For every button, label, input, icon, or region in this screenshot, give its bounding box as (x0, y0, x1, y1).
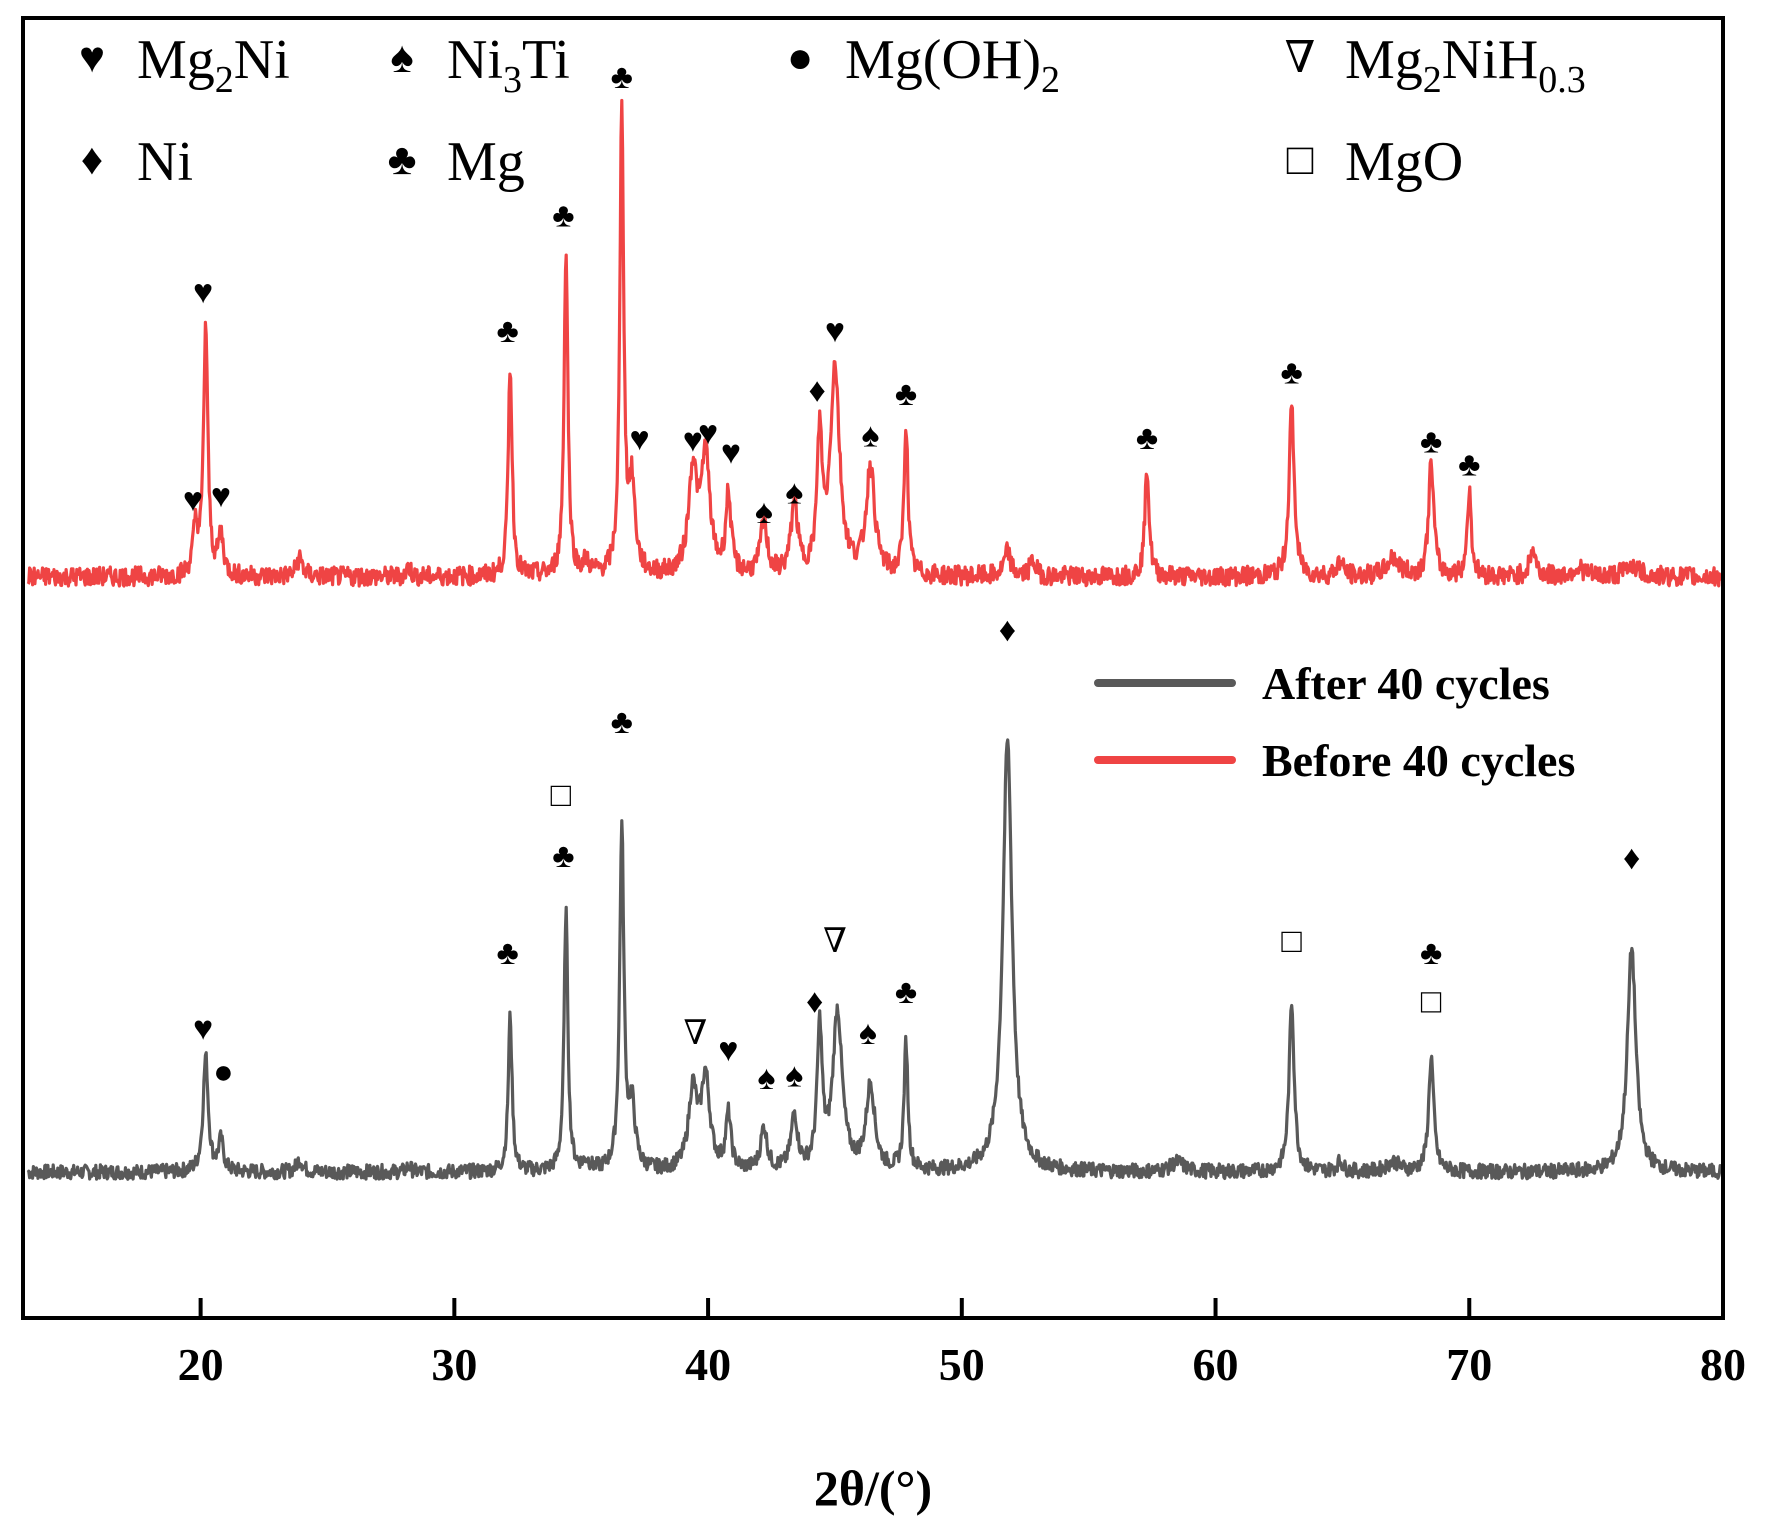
phase-label: Mg (447, 131, 525, 193)
x-tick-label: 40 (685, 1339, 731, 1390)
peak-marker: □ (1281, 923, 1302, 960)
peak-marker: ♠ (785, 475, 803, 512)
plot-area (26, 98, 1723, 1181)
peak-marker: ♠ (859, 1015, 877, 1052)
series-line-before (26, 98, 1723, 588)
peak-marker: ♥ (193, 274, 213, 311)
peak-marker: ♣ (895, 376, 917, 413)
phase-legend-item: ♦ Ni (81, 131, 193, 193)
phase-legend-item: ♠ Ni3Ti (390, 29, 569, 101)
peak-marker: ♣ (1136, 420, 1158, 457)
x-tick-label: 60 (1193, 1339, 1239, 1390)
peak-marker: ♣ (611, 59, 633, 96)
phase-legend-item: ♣ Mg (388, 131, 525, 193)
peak-marker: ∇ (823, 923, 847, 960)
phase-legend-item: ♥ Mg2Ni (79, 29, 290, 101)
series-legend: After 40 cycles Before 40 cycles (1094, 658, 1575, 786)
x-axis-title: 2θ/(°) (814, 1460, 932, 1516)
phase-symbol: □ (1287, 135, 1314, 184)
plot-frame (21, 16, 1725, 1320)
series-line-after (26, 738, 1723, 1181)
phase-label: Ni3Ti (447, 29, 570, 101)
peak-marker: ♠ (757, 1060, 775, 1097)
phase-symbol: ♠ (390, 33, 413, 82)
x-tick-label: 80 (1700, 1339, 1746, 1390)
x-tick-label: 20 (178, 1339, 224, 1390)
x-tick-label: 30 (431, 1339, 477, 1390)
legend-label: After 40 cycles (1262, 658, 1550, 709)
peak-marker: ♣ (496, 935, 518, 972)
legend-item-before: Before 40 cycles (1094, 735, 1575, 786)
phase-label: Mg(OH)2 (845, 29, 1060, 101)
peak-marker: ♥ (683, 422, 703, 459)
peak-marker: ♣ (895, 974, 917, 1011)
phase-legend-item: ● Mg(OH)2 (787, 29, 1060, 101)
peak-marker: ♥ (211, 478, 231, 515)
peak-marker: ♣ (611, 704, 633, 741)
peak-marker: ♦ (808, 372, 825, 409)
peak-marker: ♣ (1420, 424, 1442, 461)
legend-label: Before 40 cycles (1262, 735, 1575, 786)
peak-marker: ♠ (785, 1058, 803, 1095)
phase-symbol: ♦ (81, 135, 103, 184)
phase-symbol: ∇ (1285, 33, 1316, 82)
peak-marker: □ (551, 777, 572, 814)
x-tick-label: 70 (1446, 1339, 1492, 1390)
peak-marker: ♣ (1281, 354, 1303, 391)
legend-item-after: After 40 cycles (1094, 658, 1550, 709)
phase-legend: ♥ Mg2Ni ♠ Ni3Ti ● Mg(OH)2 ∇ Mg2NiH0.3 ♦ Ni ♣ Mg □ MgO (79, 29, 1586, 193)
peak-marker: ♠ (861, 417, 879, 454)
peak-marker: ♥ (183, 482, 203, 519)
peak-marker: ♣ (552, 198, 574, 235)
peak-marker: □ (1421, 984, 1442, 1021)
phase-label: Ni (137, 131, 193, 193)
peak-marker: ♣ (1458, 447, 1480, 484)
peak-marker: ♥ (718, 1032, 738, 1069)
phase-legend-item: ∇ Mg2NiH0.3 (1285, 29, 1586, 101)
peak-marker: ∇ (684, 1015, 708, 1052)
peak-marker: ♥ (825, 313, 845, 350)
peak-marker: ♣ (496, 313, 518, 350)
x-tick-label: 50 (939, 1339, 985, 1390)
phase-legend-item: □ MgO (1287, 131, 1464, 193)
peak-marker: ♣ (552, 838, 574, 875)
peak-marker: ● (213, 1054, 234, 1091)
peak-marker: ♠ (755, 494, 773, 531)
peak-markers: ♥♥♥♣♣♣♥ ♥♥♥♠♠♦♥♠♣♣♣♣♣♥●♣□♣♣∇ ♥♠ ♠♦∇♠♣♦□ ♣□♦ (183, 59, 1640, 1097)
phase-symbol: ♣ (388, 135, 417, 184)
peak-marker: ♥ (629, 421, 649, 458)
peak-marker: ♥ (721, 434, 741, 471)
peak-marker: ♦ (1623, 840, 1640, 877)
x-axis: 20 30 40 50 60 70 80 (178, 1298, 1746, 1390)
peak-marker: ♦ (806, 984, 823, 1021)
phase-label: Mg2Ni (137, 29, 290, 101)
peak-marker: ♣ (1420, 935, 1442, 972)
phase-symbol: ♥ (79, 33, 105, 82)
peak-marker: ♥ (193, 1010, 213, 1047)
phase-symbol: ● (787, 33, 814, 82)
phase-label: Mg2NiH0.3 (1345, 29, 1586, 101)
phase-label: MgO (1345, 131, 1463, 193)
peak-marker: ♦ (999, 612, 1016, 649)
peak-marker: ♥ (698, 415, 718, 452)
